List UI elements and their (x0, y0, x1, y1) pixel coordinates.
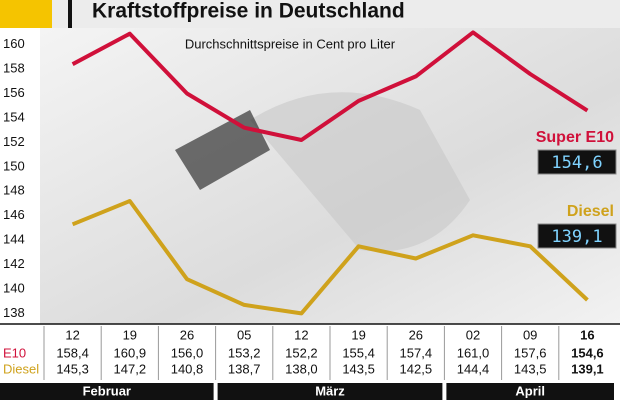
month-label: April (515, 383, 545, 398)
x-tick-label: 16 (580, 327, 594, 342)
value-label: 152,2 (285, 345, 318, 360)
title-divider (68, 0, 72, 28)
y-tick-label: 140 (3, 280, 25, 295)
x-tick-label: 09 (523, 327, 537, 342)
row-label: E10 (3, 345, 26, 360)
x-tick-label: 02 (466, 327, 480, 342)
value-label: 143,5 (342, 361, 375, 376)
value-label: 158,4 (56, 345, 89, 360)
value-label: 138,0 (285, 361, 318, 376)
pump-nozzle (250, 92, 470, 252)
y-tick-label: 156 (3, 85, 25, 100)
month-bar (0, 383, 214, 400)
table-background (0, 324, 620, 382)
y-tick-label: 150 (3, 158, 25, 173)
y-tick-label: 158 (3, 61, 25, 76)
x-tick-label: 12 (294, 327, 308, 342)
display-box (537, 149, 617, 175)
x-tick-label: 26 (409, 327, 423, 342)
display-value: 154,6 (551, 153, 602, 173)
legend-label: Super E10 (536, 129, 614, 146)
value-label: 157,6 (514, 345, 547, 360)
month-bar (446, 383, 614, 400)
value-label: 153,2 (228, 345, 261, 360)
value-label: 142,5 (400, 361, 433, 376)
chart-title: Kraftstoffpreise in Deutschland (92, 0, 405, 23)
month-bar (217, 383, 443, 400)
chart-subtitle: Durchschnittspreise in Cent pro Liter (185, 36, 396, 51)
title-bar (0, 0, 620, 28)
value-label: 161,0 (457, 345, 490, 360)
series-line (71, 30, 589, 142)
y-tick-label: 160 (3, 36, 25, 51)
x-tick-label: 26 (180, 327, 194, 342)
value-label: 154,6 (571, 345, 604, 360)
x-tick-label: 05 (237, 327, 251, 342)
month-label: März (315, 383, 345, 398)
y-tick-label: 144 (3, 232, 25, 247)
title-accent (0, 0, 52, 28)
x-tick-label: 19 (123, 327, 137, 342)
y-tick-label: 148 (3, 183, 25, 198)
y-tick-label: 146 (3, 207, 25, 222)
value-label: 157,4 (400, 345, 433, 360)
month-label: Februar (83, 383, 131, 398)
value-label: 156,0 (171, 345, 204, 360)
series-line (71, 199, 589, 316)
display-box (537, 223, 617, 249)
y-tick-label: 154 (3, 109, 25, 124)
display-value: 139,1 (551, 227, 602, 247)
y-tick-label: 142 (3, 256, 25, 271)
value-label: 143,5 (514, 361, 547, 376)
value-label: 160,9 (114, 345, 147, 360)
value-label: 138,7 (228, 361, 261, 376)
x-tick-label: 19 (351, 327, 365, 342)
y-tick-label: 138 (3, 305, 25, 320)
x-tick-label: 12 (65, 327, 79, 342)
value-label: 147,2 (114, 361, 147, 376)
y-tick-label: 152 (3, 134, 25, 149)
legend-label: Diesel (567, 203, 614, 220)
row-label: Diesel (3, 361, 39, 376)
value-label: 145,3 (56, 361, 89, 376)
value-label: 155,4 (342, 345, 375, 360)
value-label: 144,4 (457, 361, 490, 376)
value-label: 140,8 (171, 361, 204, 376)
value-label: 139,1 (571, 361, 604, 376)
